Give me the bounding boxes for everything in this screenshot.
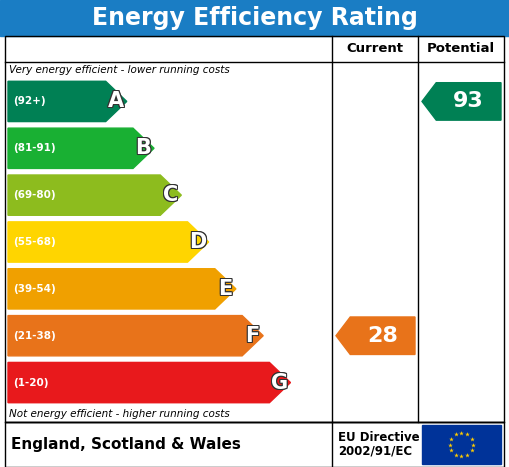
Polygon shape: [8, 128, 154, 169]
Text: D: D: [190, 233, 208, 253]
Polygon shape: [8, 175, 181, 215]
Text: G: G: [270, 374, 288, 394]
Text: (21-38): (21-38): [13, 331, 56, 341]
Text: D: D: [189, 232, 207, 252]
Text: Not energy efficient - higher running costs: Not energy efficient - higher running co…: [9, 409, 230, 419]
Text: D: D: [190, 231, 208, 251]
Text: A: A: [107, 92, 123, 112]
Text: G: G: [272, 373, 290, 393]
Text: D: D: [189, 231, 207, 251]
Text: C: C: [164, 186, 179, 206]
Text: B: B: [134, 139, 151, 159]
Text: C: C: [162, 186, 178, 206]
Text: C: C: [164, 185, 179, 205]
Text: A: A: [109, 92, 125, 112]
Text: F: F: [244, 325, 259, 346]
Text: F: F: [245, 325, 260, 345]
Text: B: B: [135, 139, 152, 159]
Text: 2002/91/EC: 2002/91/EC: [338, 445, 412, 458]
Text: A: A: [107, 92, 123, 113]
Text: B: B: [136, 137, 153, 157]
Text: F: F: [245, 327, 260, 347]
Text: E: E: [218, 280, 233, 300]
Text: EU Directive: EU Directive: [338, 431, 419, 444]
Text: E: E: [217, 278, 232, 298]
Bar: [0, 0, 509, 36]
Text: Current: Current: [347, 42, 404, 56]
Text: C: C: [163, 186, 179, 206]
Text: A: A: [108, 91, 124, 110]
Text: B: B: [135, 137, 152, 157]
Text: E: E: [217, 279, 232, 299]
Text: D: D: [188, 232, 206, 252]
Text: G: G: [271, 374, 289, 394]
Text: G: G: [270, 373, 288, 393]
Text: C: C: [164, 184, 179, 204]
Text: Energy Efficiency Rating: Energy Efficiency Rating: [92, 6, 417, 30]
Text: A: A: [109, 91, 125, 110]
Text: (81-91): (81-91): [13, 143, 55, 153]
Text: F: F: [244, 327, 259, 347]
Text: B: B: [134, 137, 151, 157]
Text: F: F: [245, 325, 260, 346]
Text: G: G: [271, 372, 289, 391]
Text: (55-68): (55-68): [13, 237, 56, 247]
Text: Potential: Potential: [427, 42, 495, 56]
Text: E: E: [219, 278, 234, 298]
Text: Very energy efficient - lower running costs: Very energy efficient - lower running co…: [9, 65, 230, 75]
Text: England, Scotland & Wales: England, Scotland & Wales: [11, 437, 241, 452]
Text: E: E: [217, 280, 232, 300]
Text: A: A: [107, 91, 123, 110]
Polygon shape: [8, 362, 291, 403]
Text: (39-54): (39-54): [13, 284, 56, 294]
Text: E: E: [219, 280, 234, 300]
Text: A: A: [108, 92, 124, 112]
Text: D: D: [188, 231, 206, 251]
Text: A: A: [108, 92, 124, 113]
Text: (1-20): (1-20): [13, 378, 48, 388]
Text: F: F: [244, 325, 259, 345]
Text: G: G: [272, 374, 290, 394]
Text: D: D: [188, 233, 206, 253]
Text: G: G: [272, 372, 290, 391]
Text: E: E: [219, 279, 234, 299]
Text: G: G: [271, 373, 289, 393]
Text: C: C: [162, 185, 178, 205]
Text: G: G: [270, 372, 288, 391]
Polygon shape: [8, 316, 263, 356]
Bar: [422, 425, 501, 464]
Text: E: E: [218, 278, 233, 298]
Text: B: B: [136, 138, 153, 158]
Text: D: D: [189, 233, 207, 253]
Text: C: C: [163, 185, 179, 205]
Text: C: C: [162, 184, 178, 204]
Polygon shape: [8, 81, 127, 121]
Polygon shape: [8, 269, 236, 309]
Polygon shape: [336, 317, 415, 354]
Text: (69-80): (69-80): [13, 190, 55, 200]
Text: D: D: [190, 232, 208, 252]
Polygon shape: [8, 222, 209, 262]
Text: F: F: [246, 327, 261, 347]
Text: (92+): (92+): [13, 96, 46, 106]
Text: B: B: [136, 139, 153, 159]
Bar: [5, 422, 504, 467]
Text: A: A: [109, 92, 125, 113]
Polygon shape: [422, 83, 501, 120]
Text: E: E: [218, 279, 233, 299]
Text: B: B: [134, 138, 151, 158]
Text: B: B: [135, 138, 152, 158]
Text: 28: 28: [367, 325, 398, 346]
Text: C: C: [163, 184, 179, 204]
Text: F: F: [246, 325, 261, 345]
Text: 93: 93: [453, 92, 484, 112]
Bar: [5, 36, 504, 422]
Text: F: F: [246, 325, 261, 346]
